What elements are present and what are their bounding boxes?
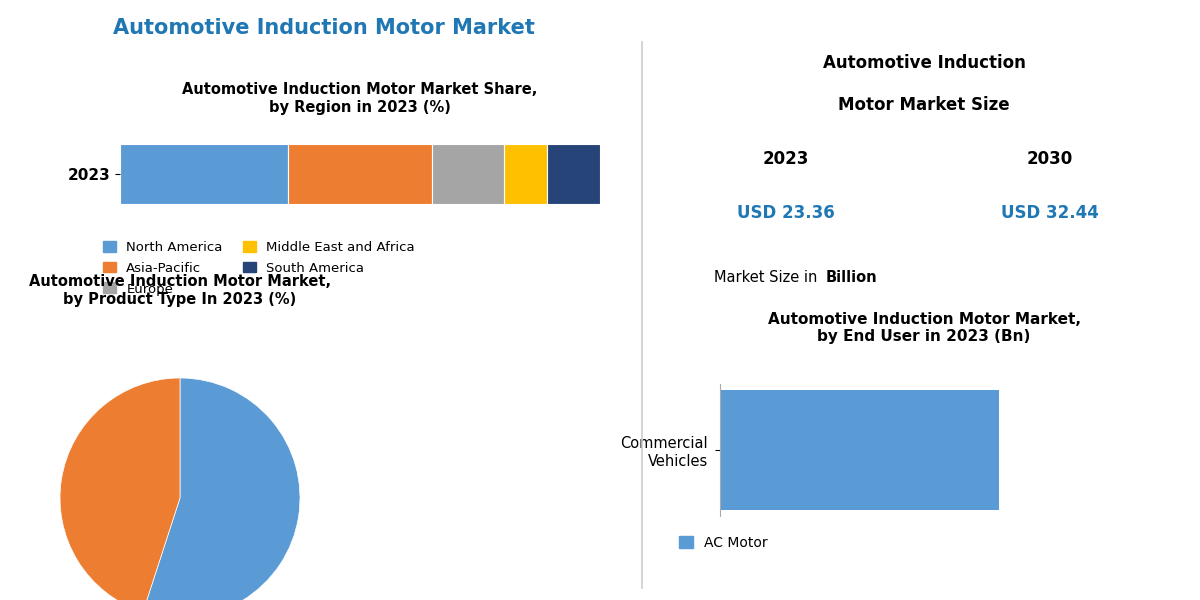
Text: Market Size in: Market Size in [714, 270, 822, 285]
Text: 2030: 2030 [1027, 150, 1073, 168]
Legend: AC Motor: AC Motor [673, 530, 773, 556]
Bar [547, 144, 600, 203]
Text: USD 23.36: USD 23.36 [737, 204, 835, 222]
Legend: North America, Asia-Pacific, Europe, Middle East and Africa, South America: North America, Asia-Pacific, Europe, Mid… [102, 241, 415, 296]
Text: Billion: Billion [826, 270, 877, 285]
Text: 2023: 2023 [763, 150, 809, 168]
Title: Automotive Induction Motor Market Share,
by Region in 2023 (%): Automotive Induction Motor Market Share,… [182, 82, 538, 115]
Text: Motor Market Size: Motor Market Size [838, 96, 1010, 114]
Wedge shape [143, 378, 300, 600]
Bar [720, 390, 998, 510]
Title: Automotive Induction Motor Market,
by Product Type In 2023 (%): Automotive Induction Motor Market, by Pr… [29, 274, 331, 307]
Bar [120, 144, 288, 203]
Bar [504, 144, 547, 203]
Bar [288, 144, 432, 203]
Text: Automotive Induction Motor Market: Automotive Induction Motor Market [113, 18, 535, 38]
Text: Automotive Induction Motor Market,
by End User in 2023 (Bn): Automotive Induction Motor Market, by En… [768, 312, 1080, 344]
Text: Automotive Induction: Automotive Induction [822, 54, 1026, 72]
Wedge shape [60, 378, 180, 600]
Text: USD 32.44: USD 32.44 [1001, 204, 1099, 222]
Bar [432, 144, 504, 203]
